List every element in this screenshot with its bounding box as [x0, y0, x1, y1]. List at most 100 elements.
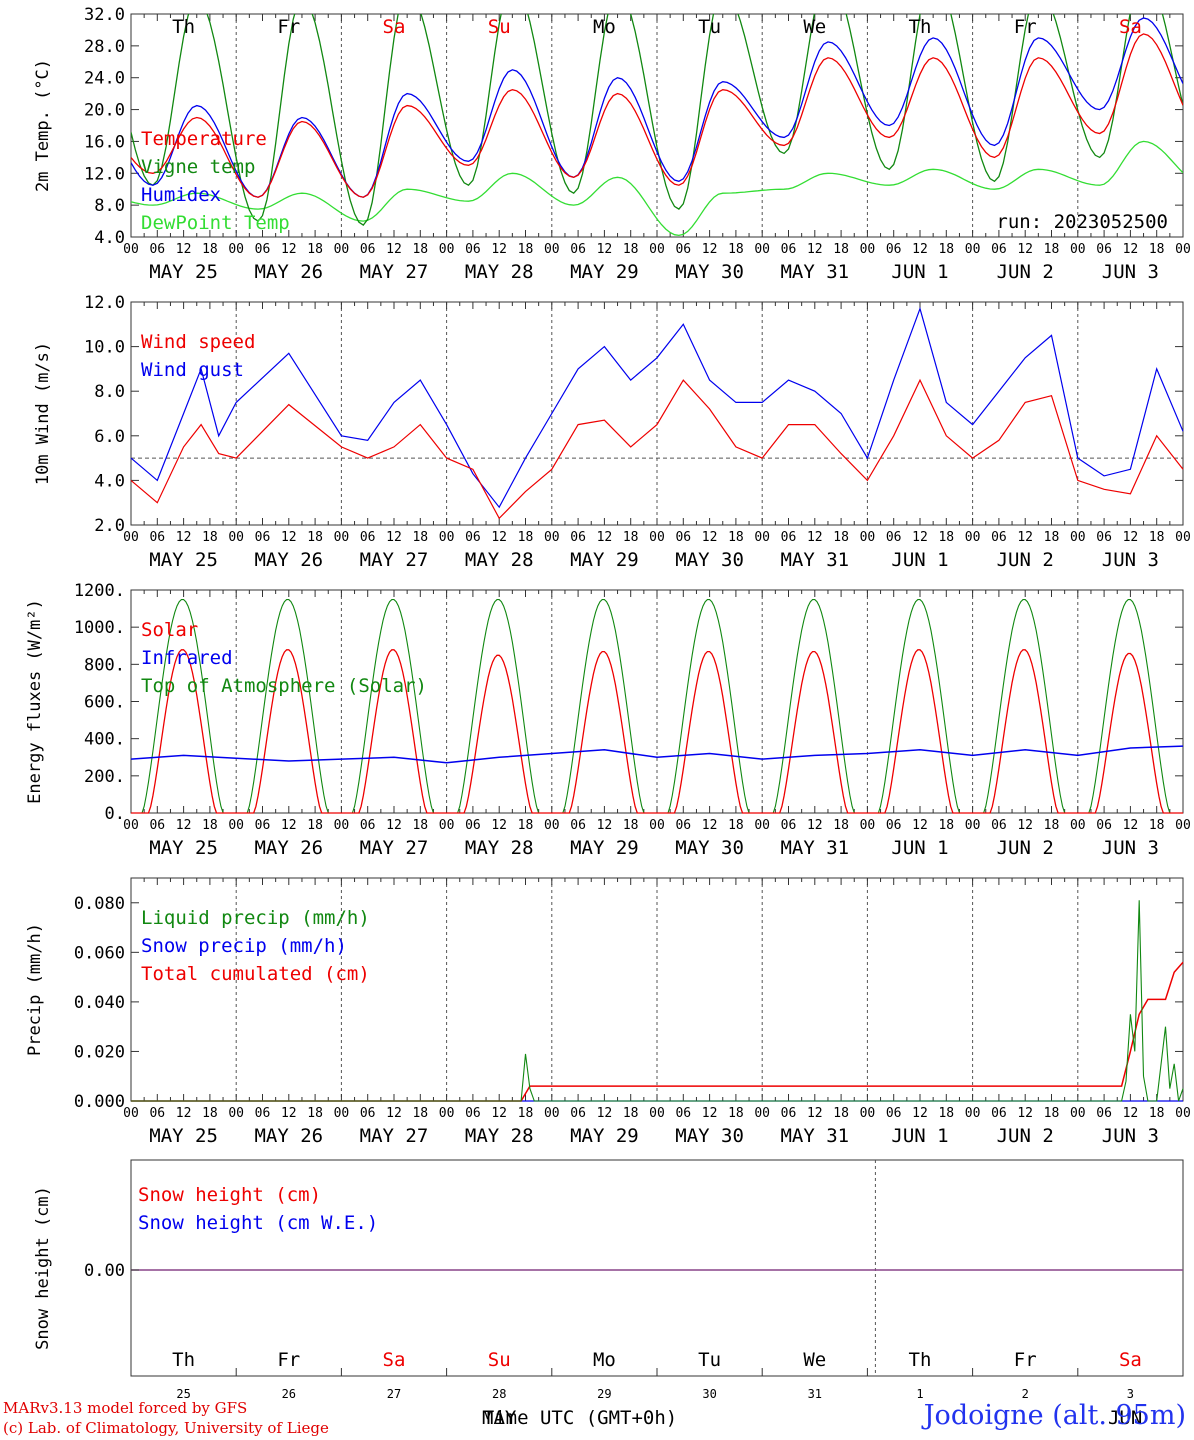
y-tick-label: 2.0	[94, 516, 125, 536]
series-wind-gust	[130, 306, 1184, 509]
day-number: 31	[808, 1387, 822, 1401]
hour-label: 12	[1017, 242, 1033, 257]
hour-label: 06	[1096, 818, 1112, 833]
hour-label: 18	[1044, 818, 1060, 833]
hour-label: 18	[833, 530, 849, 545]
hour-label: 06	[1096, 1106, 1112, 1121]
hour-label: 12	[281, 1106, 297, 1121]
y-tick-label: 0.060	[74, 943, 125, 963]
legend-humidex: Humidex	[141, 184, 221, 206]
hour-label: 00	[1070, 818, 1086, 833]
y-axis-label: 10m Wind (m/s)	[33, 342, 53, 485]
date-label: MAY 29	[570, 261, 639, 283]
run-annotation: run: 2023052500	[996, 211, 1168, 233]
y-tick-label: 12.0	[84, 293, 125, 313]
day-name: Sa	[383, 1349, 406, 1371]
legend-solar: Solar	[141, 619, 198, 641]
date-label: JUN 2	[997, 1125, 1054, 1147]
hour-label: 12	[281, 530, 297, 545]
hour-label: 18	[307, 818, 323, 833]
hour-label: 06	[886, 530, 902, 545]
plot-border	[130, 301, 1184, 526]
hour-label: 00	[123, 1106, 139, 1121]
hour-label: 18	[202, 818, 218, 833]
date-label: MAY 28	[465, 837, 534, 859]
hour-label: 00	[860, 242, 876, 257]
hour-label: 06	[1096, 530, 1112, 545]
day-number: 30	[702, 1387, 716, 1401]
date-label: MAY 31	[780, 261, 849, 283]
day-number: 25	[176, 1387, 190, 1401]
hour-label: 18	[518, 242, 534, 257]
hour-label: 00	[334, 818, 350, 833]
hour-label: 00	[649, 242, 665, 257]
date-label: MAY 28	[465, 1125, 534, 1147]
hour-label: 18	[728, 242, 744, 257]
hour-label: 12	[702, 242, 718, 257]
hour-label: 18	[623, 818, 639, 833]
y-tick-label: 0.080	[74, 894, 125, 914]
day-name: Th	[909, 16, 932, 38]
hour-label: 06	[149, 1106, 165, 1121]
hour-label: 12	[807, 1106, 823, 1121]
hour-label: 18	[518, 1106, 534, 1121]
hour-label: 12	[491, 530, 507, 545]
legend-total-cumulated-cm: Total cumulated (cm)	[141, 963, 370, 985]
hour-label: 00	[1175, 818, 1191, 833]
day-number: 29	[597, 1387, 611, 1401]
hour-label: 00	[965, 818, 981, 833]
hour-label: 00	[334, 1106, 350, 1121]
hour-label: 12	[386, 530, 402, 545]
month-label: MAY	[482, 1407, 517, 1429]
panel-5-frame: 0.00 Snow height (cm) Snow height (cm) Snow…	[33, 1159, 1184, 1429]
date-label: MAY 31	[780, 837, 849, 859]
hour-label: 12	[281, 242, 297, 257]
hour-label: 12	[912, 818, 928, 833]
hour-label: 12	[702, 818, 718, 833]
hour-label: 18	[307, 530, 323, 545]
hour-label: 06	[149, 530, 165, 545]
hour-label: 12	[386, 242, 402, 257]
hour-label: 12	[176, 242, 192, 257]
y-axis-label: Snow height (cm)	[33, 1186, 53, 1350]
day-name: Tu	[698, 1349, 721, 1371]
hour-label: 12	[597, 530, 613, 545]
hour-label: 12	[597, 818, 613, 833]
hour-label: 12	[702, 530, 718, 545]
hour-label: 00	[860, 530, 876, 545]
hour-label: 18	[518, 530, 534, 545]
day-name: We	[803, 16, 826, 38]
hour-label: 06	[465, 818, 481, 833]
y-tick-label: 400.	[84, 730, 125, 750]
series-liquid-precip	[131, 900, 1184, 1102]
hour-label: 06	[781, 530, 797, 545]
day-number: 26	[282, 1387, 296, 1401]
date-label: MAY 31	[780, 1125, 849, 1147]
hour-label: 18	[202, 1106, 218, 1121]
hour-label: 06	[675, 242, 691, 257]
hour-label: 12	[281, 818, 297, 833]
hour-label: 06	[781, 1106, 797, 1121]
y-tick-label: 0.000	[74, 1092, 125, 1112]
hour-label: 00	[439, 242, 455, 257]
hour-label: 06	[360, 530, 376, 545]
panel-1-frame: 00 06 12 18 00 06 12 18 00 06 12 18 00 06 12 18 00 06 12 18…	[33, 5, 1191, 283]
hour-label: 12	[1017, 1106, 1033, 1121]
hour-label: 12	[1123, 530, 1139, 545]
hour-label: 12	[807, 818, 823, 833]
series-vigne-temp	[131, 14, 1183, 226]
hour-label: 12	[176, 530, 192, 545]
y-tick-label: 28.0	[84, 37, 125, 57]
y-tick-label: 0.	[105, 804, 125, 824]
y-tick-label: 0.040	[74, 993, 125, 1013]
date-label: MAY 25	[149, 1125, 218, 1147]
hour-label: 00	[649, 1106, 665, 1121]
legend-vigne-temp: Vigne temp	[141, 156, 255, 178]
hour-label: 06	[886, 242, 902, 257]
date-label: JUN 2	[997, 549, 1054, 571]
hour-label: 18	[1044, 530, 1060, 545]
hour-label: 00	[860, 818, 876, 833]
series-humidex	[131, 17, 1183, 198]
day-number: 2	[1022, 1387, 1029, 1401]
